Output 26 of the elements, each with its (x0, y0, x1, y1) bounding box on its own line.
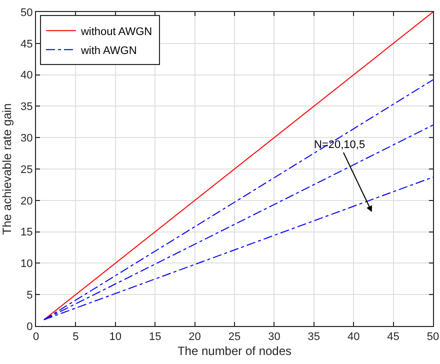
x-tick-label: 15 (148, 331, 162, 344)
y-tick-label: 5 (26, 289, 33, 302)
y-tick-label: 15 (20, 226, 33, 239)
x-tick-label: 35 (308, 331, 320, 344)
x-tick-label: 25 (228, 331, 241, 344)
x-tick-label: 20 (188, 331, 201, 344)
y-tick-label: 25 (20, 164, 33, 176)
y-axis-title: The achievable rate gain (0, 103, 14, 235)
x-tick-label: 50 (426, 331, 440, 344)
y-tick-label: 35 (20, 101, 33, 114)
y-tick-label: 30 (20, 132, 33, 144)
x-tick-label: 5 (72, 331, 79, 344)
legend-label: without AWGN (80, 26, 152, 38)
y-tick-label: 45 (20, 38, 33, 50)
y-tick-label: 10 (20, 258, 33, 270)
x-tick-label: 40 (347, 331, 360, 344)
y-tick-label: 50 (20, 6, 33, 19)
x-axis-title: The number of nodes (177, 344, 292, 358)
x-tick-label: 45 (387, 331, 400, 344)
y-tick-label: 40 (20, 70, 33, 82)
y-tick-label: 0 (26, 320, 33, 333)
x-tick-label: 10 (109, 331, 122, 344)
legend-label: with AWGN (80, 44, 137, 57)
x-tick-label: 30 (268, 331, 280, 344)
annotation: N=20,10,5 (314, 139, 366, 151)
y-tick-label: 20 (20, 195, 33, 208)
